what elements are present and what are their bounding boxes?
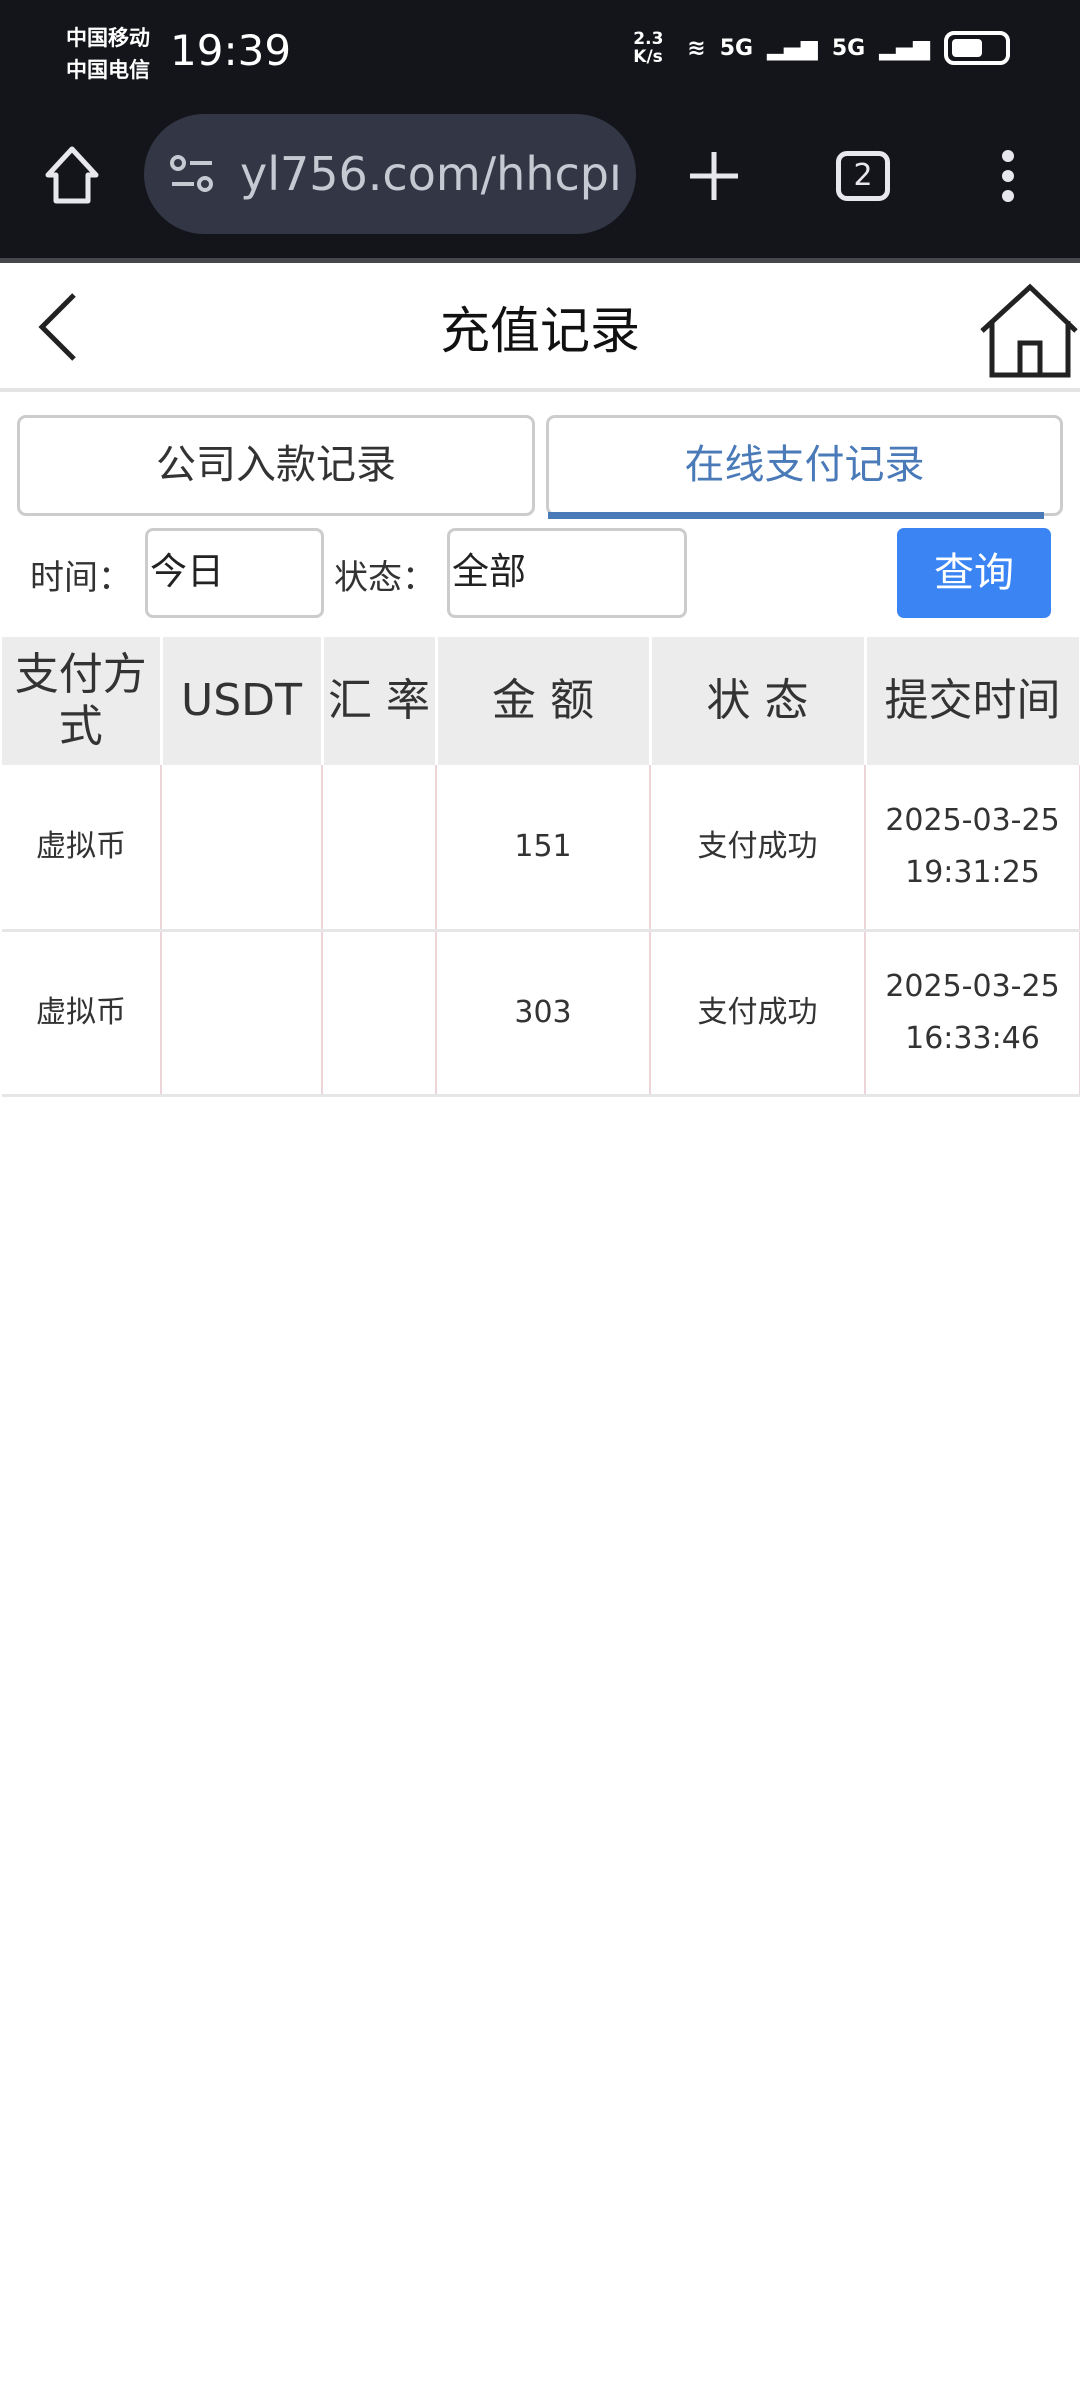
status-select[interactable]: 全部 (447, 528, 687, 618)
cell-method: 虚拟币 (2, 765, 162, 932)
col-method: 支付方式 (2, 637, 163, 765)
records-table: 支付方式 USDT 汇 率 金 额 状 态 提交时间 虚拟币 151 支付成功 … (2, 637, 1080, 1097)
table-row: 虚拟币 151 支付成功 2025-03-25 19:31:25 (2, 765, 1080, 932)
wifi-icon: ≋ (687, 35, 706, 61)
cell-clock: 19:31:25 (905, 854, 1040, 890)
cell-date: 2025-03-25 (885, 802, 1060, 838)
time-label: 时间： (30, 558, 132, 598)
cell-amount: 151 (436, 765, 651, 932)
table-header: 支付方式 USDT 汇 率 金 额 状 态 提交时间 (2, 637, 1080, 765)
signal-icon: ▂▄▆ (767, 35, 818, 61)
tab-company-deposit[interactable]: 公司入款记录 (17, 415, 535, 516)
cell-status: 支付成功 (650, 765, 866, 932)
cell-rate (322, 930, 437, 1097)
time-select[interactable]: 今日 (145, 528, 324, 618)
cell-usdt (161, 930, 323, 1097)
tab-switcher-button[interactable]: 2 (836, 151, 890, 201)
signal-5g-2: 5G (831, 35, 866, 61)
home-icon[interactable] (978, 283, 1078, 378)
cell-amount: 303 (436, 930, 651, 1097)
col-usdt: USDT (161, 637, 324, 765)
page-header: 充值记录 (0, 263, 1080, 392)
menu-icon[interactable] (996, 148, 1020, 204)
col-rate: 汇 率 (322, 637, 438, 765)
carrier-2: 中国电信 (66, 58, 150, 82)
col-amount: 金 额 (436, 637, 652, 765)
active-tab-indicator (548, 512, 1044, 519)
back-icon[interactable] (36, 291, 80, 363)
system-and-browser-bar: 中国移动 中国电信 19:39 2.3 K/s ≋ 5G ▂▄▆ 5G ▂▄▆ yl… (0, 0, 1080, 258)
clock: 19:39 (170, 26, 292, 75)
cell-time: 2025-03-25 19:31:25 (865, 765, 1080, 932)
cell-clock: 16:33:46 (905, 1020, 1040, 1056)
divider (0, 258, 1080, 263)
battery-icon (944, 31, 1010, 65)
query-button[interactable]: 查询 (897, 528, 1051, 618)
cell-method: 虚拟币 (2, 930, 162, 1097)
cell-rate (322, 765, 437, 932)
signal-5g-1: 5G (719, 35, 754, 61)
cell-usdt (161, 765, 323, 932)
new-tab-icon[interactable] (688, 150, 740, 202)
cell-time: 2025-03-25 16:33:46 (865, 930, 1080, 1097)
signal-icon: ▂▄▆ (879, 35, 930, 61)
col-status: 状 态 (650, 637, 867, 765)
browser-home-icon[interactable] (44, 145, 100, 205)
tab-online-payment[interactable]: 在线支付记录 (546, 415, 1063, 516)
url-bar[interactable]: yl756.com/hhcpı (144, 114, 636, 234)
url-text[interactable]: yl756.com/hhcpı (240, 147, 622, 201)
status-label: 状态： (334, 558, 436, 598)
status-icons: 2.3 K/s ≋ 5G ▂▄▆ 5G ▂▄▆ (633, 30, 1010, 66)
cell-date: 2025-03-25 (885, 968, 1060, 1004)
carrier-1: 中国移动 (66, 26, 150, 50)
page-title: 充值记录 (440, 302, 640, 360)
site-settings-icon[interactable] (168, 154, 216, 194)
cell-status: 支付成功 (650, 930, 866, 1097)
net-speed: 2.3 K/s (633, 29, 664, 67)
table-row: 虚拟币 303 支付成功 2025-03-25 16:33:46 (2, 930, 1080, 1097)
col-time: 提交时间 (865, 637, 1080, 765)
